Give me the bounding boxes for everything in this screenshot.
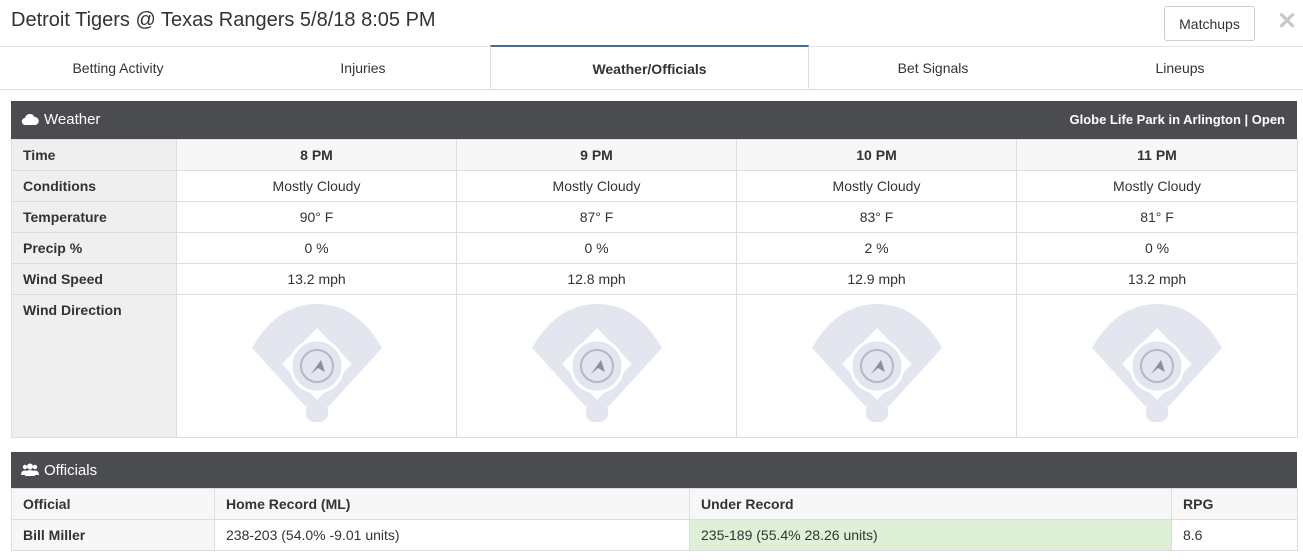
tab-lineups[interactable]: Lineups: [1155, 60, 1205, 76]
page-title: Detroit Tigers @ Texas Rangers 5/8/18 8:…: [11, 9, 436, 31]
weather-table: Time 8 PM 9 PM 10 PM 11 PM Conditions Mo…: [11, 139, 1298, 438]
precip-value: 2 %: [736, 232, 1017, 264]
tab-bet-signals[interactable]: Bet Signals: [897, 60, 969, 76]
temperature-value: 90° F: [176, 201, 457, 233]
wind-speed-value: 12.9 mph: [736, 263, 1017, 295]
column-header-official: Official: [11, 488, 215, 520]
row-label-conditions: Conditions: [11, 170, 177, 202]
tab-weather-officials[interactable]: Weather/Officials: [490, 45, 809, 89]
row-label-precip: Precip %: [11, 232, 177, 264]
weather-panel-header: Weather Globe Life Park in Arlington | O…: [11, 101, 1297, 139]
official-name: Bill Miller: [11, 519, 215, 551]
wind-direction-row: Wind Direction: [11, 294, 1298, 438]
officials-title: Officials: [44, 462, 98, 479]
temperature-value: 87° F: [456, 201, 737, 233]
tab-injuries[interactable]: Injuries: [340, 60, 386, 76]
officials-table: Official Home Record (ML) Under Record R…: [11, 488, 1298, 551]
hour-time: 11 PM: [1016, 139, 1298, 171]
officials-panel-header: Officials: [11, 452, 1297, 490]
cloud-icon: [21, 113, 39, 126]
column-header-home-record: Home Record (ML): [214, 488, 690, 520]
temperature-value: 81° F: [1016, 201, 1298, 233]
wind-direction-arrow-icon: [811, 304, 942, 422]
rpg-value: 8.6: [1171, 519, 1298, 551]
wind-speed-value: 12.8 mph: [456, 263, 737, 295]
wind-direction-cell: [1016, 294, 1298, 438]
hour-time: 10 PM: [736, 139, 1017, 171]
time-row: Time 8 PM 9 PM 10 PM 11 PM: [11, 139, 1298, 171]
conditions-value: Mostly Cloudy: [1016, 170, 1298, 202]
conditions-value: Mostly Cloudy: [176, 170, 457, 202]
conditions-row: Conditions Mostly Cloudy Mostly Cloudy M…: [11, 170, 1298, 202]
hour-time: 8 PM: [176, 139, 457, 171]
column-header-rpg: RPG: [1171, 488, 1298, 520]
close-icon[interactable]: ✕: [1276, 8, 1298, 35]
users-icon: [21, 463, 39, 476]
venue-label: Globe Life Park in Arlington | Open: [1069, 112, 1285, 127]
precip-row: Precip % 0 % 0 % 2 % 0 %: [11, 232, 1298, 264]
officials-header-row: Official Home Record (ML) Under Record R…: [11, 488, 1298, 520]
conditions-value: Mostly Cloudy: [736, 170, 1017, 202]
row-label-temperature: Temperature: [11, 201, 177, 233]
column-header-under-record: Under Record: [689, 488, 1172, 520]
wind-direction-cell: [736, 294, 1017, 438]
row-label-wind-direction: Wind Direction: [11, 294, 177, 438]
precip-value: 0 %: [456, 232, 737, 264]
matchups-button[interactable]: Matchups: [1164, 6, 1255, 41]
wind-direction-arrow-icon: [531, 304, 662, 422]
wind-direction-arrow-icon: [1092, 304, 1222, 422]
wind-direction-cell: [456, 294, 737, 438]
tab-bar: Betting Activity Injuries Weather/Offici…: [0, 45, 1303, 90]
precip-value: 0 %: [176, 232, 457, 264]
table-row: Bill Miller 238-203 (54.0% -9.01 units) …: [11, 519, 1298, 551]
temperature-row: Temperature 90° F 87° F 83° F 81° F: [11, 201, 1298, 233]
wind-direction-cell: [176, 294, 457, 438]
home-record-value: 238-203 (54.0% -9.01 units): [214, 519, 690, 551]
precip-value: 0 %: [1016, 232, 1298, 264]
wind-speed-row: Wind Speed 13.2 mph 12.8 mph 12.9 mph 13…: [11, 263, 1298, 295]
wind-speed-value: 13.2 mph: [176, 263, 457, 295]
hour-time: 9 PM: [456, 139, 737, 171]
wind-direction-arrow-icon: [251, 304, 382, 422]
conditions-value: Mostly Cloudy: [456, 170, 737, 202]
row-label-time: Time: [11, 139, 177, 171]
weather-title: Weather: [44, 111, 101, 128]
temperature-value: 83° F: [736, 201, 1017, 233]
modal-header: Detroit Tigers @ Texas Rangers 5/8/18 8:…: [0, 0, 1303, 47]
row-label-wind-speed: Wind Speed: [11, 263, 177, 295]
tab-betting-activity[interactable]: Betting Activity: [72, 60, 164, 76]
under-record-value: 235-189 (55.4% 28.26 units): [689, 519, 1172, 551]
wind-speed-value: 13.2 mph: [1016, 263, 1298, 295]
